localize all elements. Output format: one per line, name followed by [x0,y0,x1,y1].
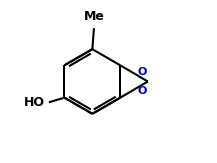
Text: O: O [137,67,146,77]
Text: Me: Me [84,9,104,22]
Text: O: O [137,86,146,96]
Text: HO: HO [24,96,45,109]
